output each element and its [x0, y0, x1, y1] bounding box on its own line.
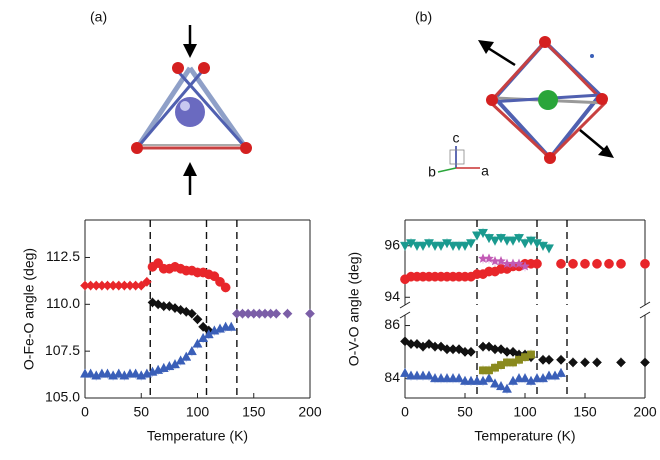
- x-tick-label: 100: [513, 404, 537, 420]
- data-point: [477, 228, 489, 238]
- data-point: [399, 367, 411, 377]
- data-point: [471, 231, 483, 241]
- data-point: [556, 354, 566, 365]
- data-point: [640, 259, 650, 269]
- data-point: [568, 259, 578, 269]
- x-tick-label: 50: [133, 404, 149, 420]
- data-point: [491, 363, 499, 372]
- y-axis-label: O-V-O angle (deg): [346, 252, 362, 366]
- y-tick-label: 84: [384, 369, 400, 385]
- data-point: [453, 373, 465, 383]
- data-point: [186, 308, 197, 319]
- data-point: [102, 368, 113, 378]
- data-point: [483, 373, 495, 383]
- data-point: [466, 346, 476, 357]
- data-point: [465, 239, 477, 249]
- axis-glyph-label: b: [428, 164, 436, 180]
- data-point: [616, 259, 626, 269]
- axis-break: [639, 301, 651, 309]
- data-point: [489, 378, 501, 388]
- x-tick-label: 100: [186, 404, 210, 420]
- x-tick-label: 150: [242, 404, 266, 420]
- data-point: [544, 354, 554, 365]
- data-point: [282, 308, 293, 319]
- data-point: [417, 241, 429, 251]
- data-point: [520, 261, 530, 271]
- data-point: [130, 368, 141, 378]
- y-tick-label: 110.0: [46, 295, 80, 311]
- x-tick-label: 0: [81, 404, 89, 420]
- axis-glyph-label: a: [481, 163, 489, 179]
- y-tick-label: 112.5: [46, 248, 80, 264]
- axis-break: [399, 311, 411, 319]
- data-point: [604, 259, 614, 269]
- data-point: [305, 308, 315, 319]
- x-tick-label: 150: [573, 404, 597, 420]
- data-point: [501, 383, 513, 393]
- y-tick-label: 96: [384, 236, 400, 252]
- data-point: [592, 357, 602, 368]
- data-point: [513, 234, 525, 244]
- y-tick-label: 86: [384, 316, 400, 332]
- data-point: [556, 259, 566, 269]
- data-point: [507, 236, 519, 246]
- data-point: [580, 259, 590, 269]
- data-point: [192, 338, 203, 348]
- data-point: [497, 361, 505, 369]
- structure-a: [131, 25, 252, 195]
- y-axis-label: O-Fe-O angle (deg): [21, 248, 37, 370]
- axis-glyph-label: c: [453, 130, 460, 146]
- data-point: [580, 357, 590, 368]
- data-point: [181, 351, 192, 361]
- data-point: [489, 236, 501, 246]
- data-point: [271, 308, 282, 319]
- y-tick-label: 94: [384, 288, 400, 304]
- data-point: [568, 357, 578, 368]
- data-point: [592, 259, 602, 269]
- data-point: [226, 321, 237, 331]
- data-point: [186, 346, 197, 356]
- y-tick-label: 105.0: [45, 389, 80, 405]
- data-point: [519, 373, 531, 383]
- structure-b: c b a: [428, 36, 614, 180]
- data-point: [141, 276, 152, 287]
- panel-label: (b): [415, 9, 432, 25]
- data-point: [220, 282, 231, 293]
- data-point: [175, 304, 186, 315]
- x-tick-label: 200: [633, 404, 657, 420]
- data-point: [85, 368, 96, 378]
- panel-label: (a): [90, 9, 107, 25]
- data-point: [153, 299, 164, 310]
- axis-break: [399, 301, 411, 309]
- data-point: [198, 321, 209, 332]
- data-point: [495, 381, 507, 391]
- data-point: [435, 241, 447, 251]
- x-tick-label: 0: [401, 404, 409, 420]
- x-axis-label: Temperature (K): [147, 428, 248, 444]
- data-point: [485, 366, 493, 375]
- data-point: [423, 370, 435, 380]
- data-point: [543, 244, 555, 254]
- y-tick-label: 107.5: [45, 342, 80, 358]
- data-point: [532, 259, 542, 269]
- data-point: [519, 239, 531, 249]
- x-axis-label: Temperature (K): [474, 428, 575, 444]
- data-point: [527, 350, 535, 359]
- data-point: [515, 355, 523, 364]
- axis-break: [639, 311, 651, 319]
- data-point: [616, 357, 626, 368]
- data-point: [521, 353, 529, 362]
- data-point: [399, 241, 411, 251]
- data-point: [113, 368, 124, 378]
- data-point: [508, 346, 518, 357]
- data-point: [181, 306, 192, 317]
- data-point: [640, 357, 650, 368]
- data-point: [459, 241, 471, 251]
- x-tick-label: 200: [298, 404, 322, 420]
- data-point: [192, 314, 203, 325]
- x-tick-label: 50: [457, 404, 473, 420]
- data-point: [555, 367, 567, 377]
- data-point: [509, 358, 517, 367]
